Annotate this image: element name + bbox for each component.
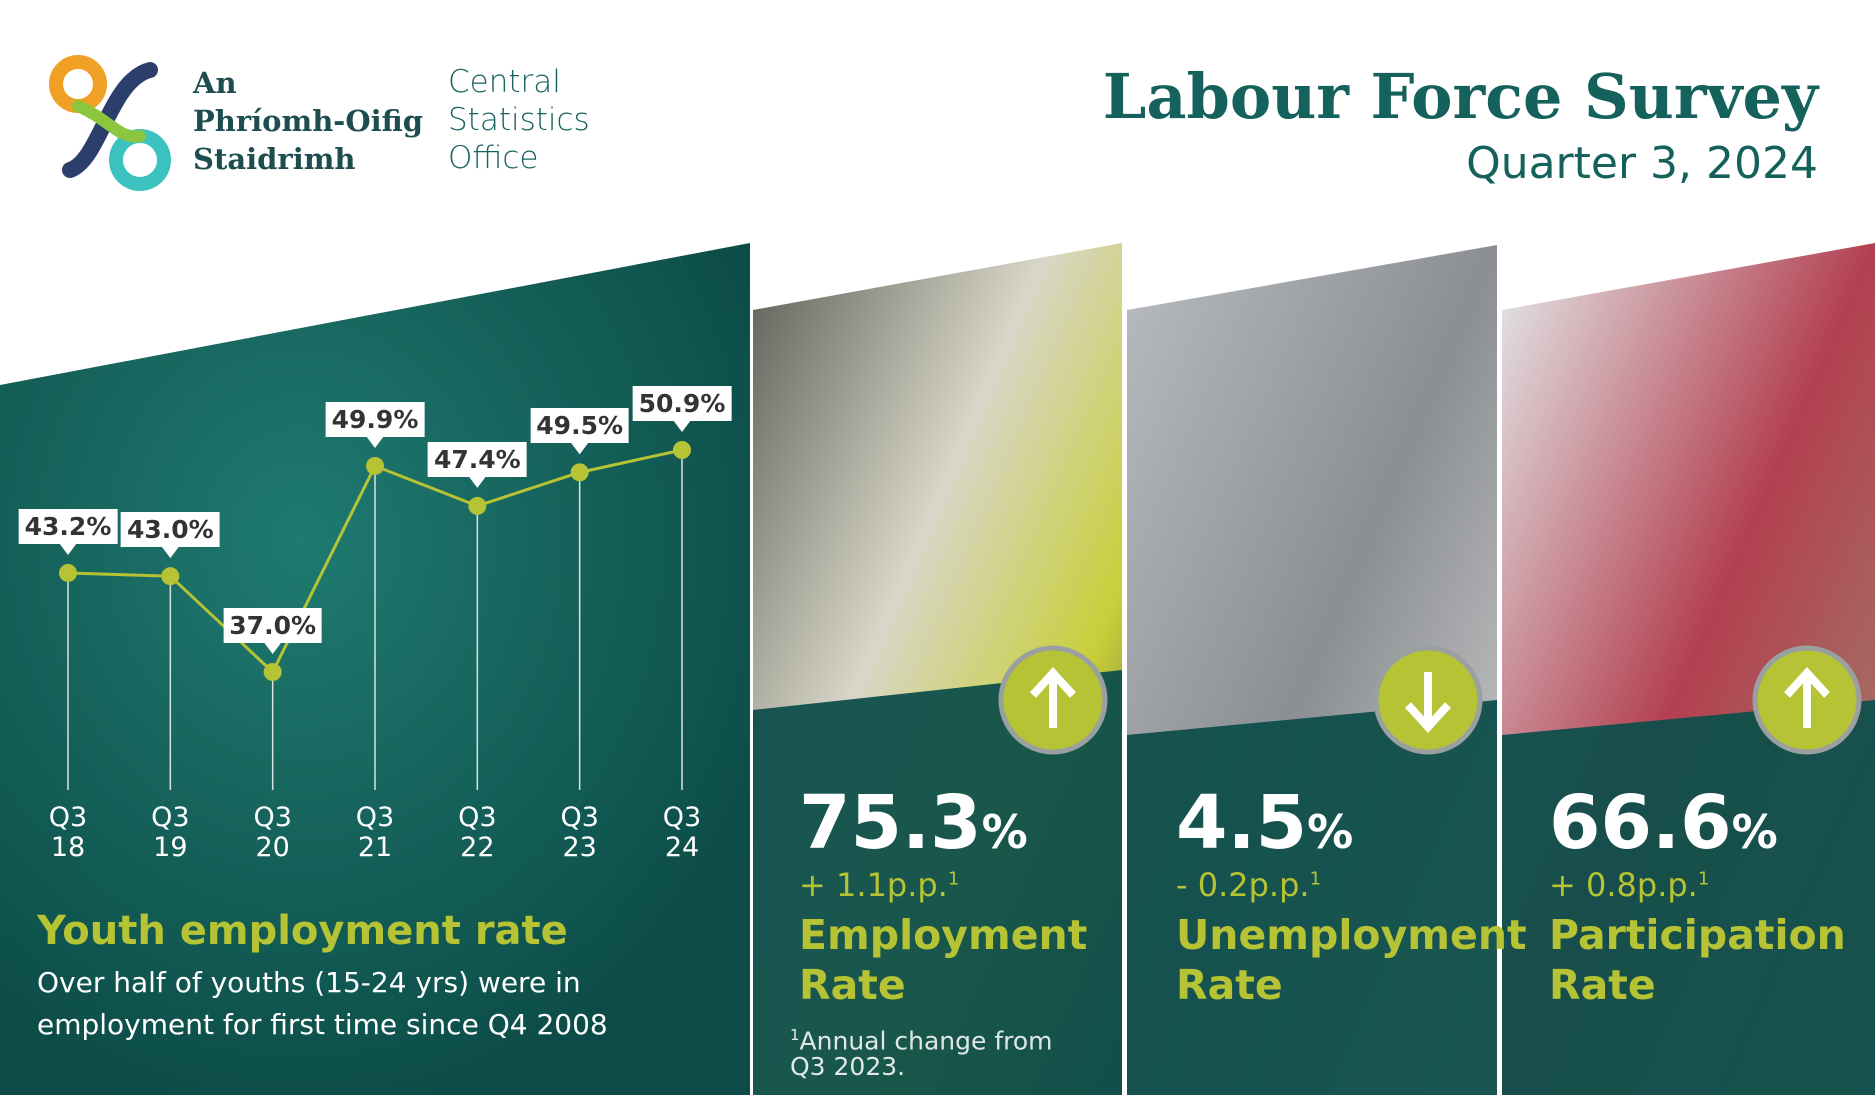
- logo-text: Statistics: [448, 102, 590, 138]
- x-tick-label: Q3 18: [48, 802, 88, 863]
- x-tick-label: Q3 24: [662, 802, 702, 863]
- label-pointer: [673, 420, 691, 432]
- change: + 0.8p.p.: [1549, 866, 1698, 904]
- stat-change: + 1.1p.p.1: [799, 866, 959, 904]
- x-tick-label: Q3 21: [355, 802, 395, 863]
- label-pointer: [570, 442, 589, 455]
- stat-value: 66.6%: [1549, 780, 1778, 866]
- footnote: 1Annual change from Q3 2023.: [790, 1022, 1090, 1080]
- arrow-icon: [1752, 645, 1862, 755]
- stat-panel: [753, 670, 1122, 1095]
- stat-label: Employment Rate: [799, 911, 1088, 1009]
- arrow-icon: [1373, 645, 1483, 755]
- value-label: 49.5%: [530, 408, 630, 444]
- chart-title: Youth employment rate: [37, 908, 568, 954]
- stat-unit: %: [981, 805, 1028, 859]
- chart-subtitle: Over half of youths (15-24 yrs) were in …: [37, 966, 608, 1041]
- point: [263, 663, 282, 681]
- stat-number: 4.5: [1176, 780, 1308, 866]
- stat-number: 66.6: [1549, 780, 1732, 866]
- x-tick-label: Q3 20: [253, 802, 292, 863]
- point: [673, 441, 691, 459]
- label-pointer: [161, 546, 180, 559]
- logo-text: An: [193, 66, 237, 100]
- stat-panel: [1127, 700, 1497, 1095]
- note-ref: 1: [790, 1026, 800, 1044]
- point: [570, 463, 589, 482]
- stat-unit: %: [1307, 805, 1354, 859]
- line-chart: [59, 420, 691, 790]
- arrow-icon: [998, 645, 1108, 755]
- stat-change: - 0.2p.p.1: [1176, 866, 1321, 904]
- point: [161, 567, 180, 586]
- change: + 1.1p.p.: [799, 866, 948, 904]
- point: [468, 496, 487, 515]
- value-label: 37.0%: [223, 608, 323, 643]
- point: [366, 456, 384, 475]
- footnote-text: Annual change from Q3 2023.: [790, 1026, 1053, 1082]
- title: Labour Force Survey: [1102, 60, 1818, 133]
- stat-value: 4.5%: [1176, 780, 1353, 866]
- stat-label: Participation Rate: [1549, 911, 1846, 1009]
- stat-label: Unemployment Rate: [1176, 911, 1527, 1009]
- stat-value: 75.3%: [799, 780, 1028, 866]
- value-label: 43.2%: [18, 508, 118, 544]
- subtitle: Quarter 3, 2024: [1466, 138, 1818, 189]
- label-pointer: [263, 642, 282, 654]
- label-pointer: [366, 435, 384, 448]
- logo-text: Office: [448, 140, 539, 176]
- label-pointer: [468, 475, 487, 488]
- note-ref: 1: [1309, 868, 1322, 890]
- stat-number: 75.3: [799, 780, 982, 866]
- logo-text: Phríomh-Oifig: [193, 104, 423, 138]
- x-tick-label: Q3 23: [560, 802, 599, 863]
- logo: [49, 55, 171, 191]
- stat-change: + 0.8p.p.1: [1549, 866, 1709, 904]
- change: - 0.2p.p.: [1176, 866, 1310, 904]
- x-tick-label: Q3 22: [458, 802, 497, 863]
- point: [59, 563, 77, 582]
- logo-text: Staidrimh: [193, 142, 356, 176]
- value-label: 50.9%: [632, 386, 732, 421]
- stat-panel: [1502, 700, 1875, 1095]
- stat-unit: %: [1731, 805, 1778, 859]
- logo-text: Central: [448, 64, 561, 100]
- note-ref: 1: [947, 868, 960, 890]
- value-label: 43.0%: [120, 512, 220, 548]
- value-label: 49.9%: [325, 401, 425, 437]
- label-pointer: [59, 542, 77, 555]
- x-tick-label: Q3 19: [151, 802, 190, 863]
- note-ref: 1: [1697, 868, 1710, 890]
- value-label: 47.4%: [427, 441, 527, 477]
